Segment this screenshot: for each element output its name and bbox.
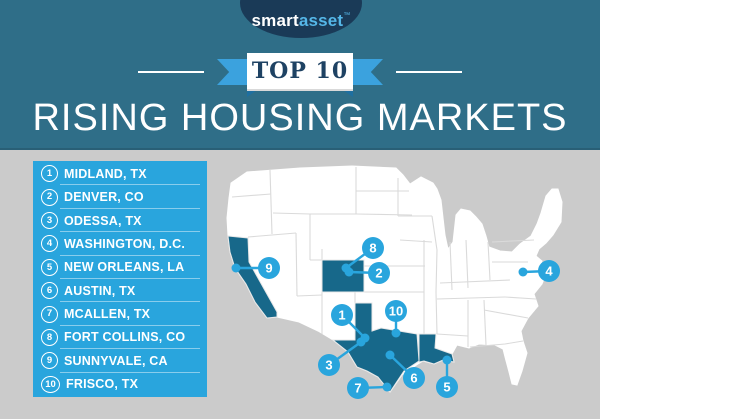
marker-number: 1	[338, 308, 345, 323]
marker-dot	[382, 382, 392, 392]
city-label: DENVER, CO	[64, 190, 144, 205]
rank-badge: 5	[41, 258, 58, 276]
list-item-3: 3 ODESSA, TX	[33, 209, 207, 233]
list-item-6: 6 AUSTIN, TX	[33, 279, 207, 303]
marker-circle	[368, 262, 390, 284]
city-label: WASHINGTON, D.C.	[64, 236, 186, 251]
top10-ribbon: TOP 10	[247, 53, 353, 91]
logo-word-smart: smart	[251, 11, 299, 30]
logo-word-asset: asset	[298, 11, 344, 30]
marker-dot	[356, 337, 366, 347]
map-marker-8: 8	[341, 237, 384, 273]
list-item-2: 2 DENVER, CO	[33, 185, 207, 210]
rank-badge: 4	[41, 235, 58, 253]
rank-badge: 7	[41, 305, 58, 323]
top10-label: TOP 10	[251, 58, 349, 84]
marker-number: 9	[265, 261, 272, 276]
map-marker-2: 2	[344, 262, 390, 284]
list-item-7: 7 MCALLEN, TX	[33, 302, 207, 327]
marker-dot	[518, 267, 528, 277]
marker-circle	[258, 257, 280, 279]
list-item-4: 4 WASHINGTON, D.C.	[33, 232, 207, 257]
city-label: SUNNYVALE, CA	[64, 353, 168, 368]
marker-number: 8	[369, 241, 376, 256]
marker-circle	[318, 354, 340, 376]
city-label: NEW ORLEANS, LA	[64, 260, 185, 275]
marker-circle	[347, 377, 369, 399]
marker-number: 7	[354, 381, 361, 396]
city-label: MCALLEN, TX	[64, 307, 151, 322]
ribbon-wing-left	[217, 59, 249, 85]
marker-dot	[341, 263, 351, 273]
state-texas	[331, 302, 420, 393]
rank-badge: 1	[41, 165, 58, 183]
smartasset-logo: smartasset™	[240, 0, 362, 38]
city-label: AUSTIN, TX	[64, 283, 136, 298]
marker-number: 2	[375, 266, 382, 281]
marker-number: 4	[545, 264, 553, 279]
marker-dot	[442, 355, 452, 365]
marker-number: 6	[410, 371, 417, 386]
rank-badge: 6	[41, 282, 58, 300]
map-section: 1 2 3 4 5 6 7 8 9 10 1 MIDLAND, TX 2 DENVER, CO 3 ODES…	[0, 150, 600, 419]
ribbon-wing-right	[351, 59, 383, 85]
map-marker-6: 6	[385, 350, 425, 389]
rank-badge: 2	[41, 188, 58, 206]
marker-dot	[385, 350, 395, 360]
list-item-5: 5 NEW ORLEANS, LA	[33, 256, 207, 280]
marker-circle	[403, 367, 425, 389]
marker-circle	[362, 237, 384, 259]
logo-trademark: ™	[343, 12, 351, 19]
rank-badge: 3	[41, 212, 58, 230]
city-label: FORT COLLINS, CO	[64, 330, 186, 345]
decorative-line-left	[138, 71, 204, 73]
marker-number: 5	[443, 380, 450, 395]
infographic: smartasset™ TOP 10 RISING HOUSING MARKET…	[0, 0, 600, 419]
rank-badge: 9	[41, 352, 58, 370]
list-item-1: 1 MIDLAND, TX	[33, 162, 207, 186]
map-marker-7: 7	[347, 377, 392, 399]
map-marker-5: 5	[436, 355, 458, 398]
marker-number: 10	[389, 304, 403, 319]
rank-badge: 8	[41, 328, 58, 346]
marker-circle	[385, 300, 407, 322]
city-label: FRISCO, TX	[66, 377, 139, 392]
map-marker-3: 3	[318, 337, 366, 376]
page-title: RISING HOUSING MARKETS	[32, 97, 568, 139]
state-california	[227, 235, 278, 319]
map-marker-10: 10	[385, 300, 407, 338]
marker-circle	[436, 376, 458, 398]
marker-number: 3	[325, 358, 332, 373]
us-map: 1 2 3 4 5 6 7 8 9 10	[226, 165, 563, 399]
marker-circle	[331, 304, 353, 326]
marker-dot	[391, 328, 401, 338]
state-colorado	[321, 259, 365, 293]
city-label: MIDLAND, TX	[64, 166, 147, 181]
map-marker-4: 4	[518, 260, 560, 282]
list-item-8: 8 FORT COLLINS, CO	[33, 326, 207, 350]
marker-circle	[538, 260, 560, 282]
map-marker-9: 9	[231, 257, 280, 279]
map-markers: 1 2 3 4 5 6 7 8 9 10	[231, 237, 560, 399]
smartasset-logo-text: smartasset™	[252, 12, 351, 29]
decorative-line-right	[396, 71, 462, 73]
rank-badge: 10	[41, 375, 60, 393]
city-label: ODESSA, TX	[64, 213, 142, 228]
marker-dot	[231, 263, 241, 273]
highlighted-states	[227, 235, 455, 393]
list-item-10: 10 FRISCO, TX	[33, 373, 207, 396]
list-item-9: 9 SUNNYVALE, CA	[33, 349, 207, 373]
header: smartasset™ TOP 10 RISING HOUSING MARKET…	[0, 0, 600, 150]
top10-list: 1 MIDLAND, TX 2 DENVER, CO 3 ODESSA, TX 4 WASHI…	[33, 161, 207, 397]
